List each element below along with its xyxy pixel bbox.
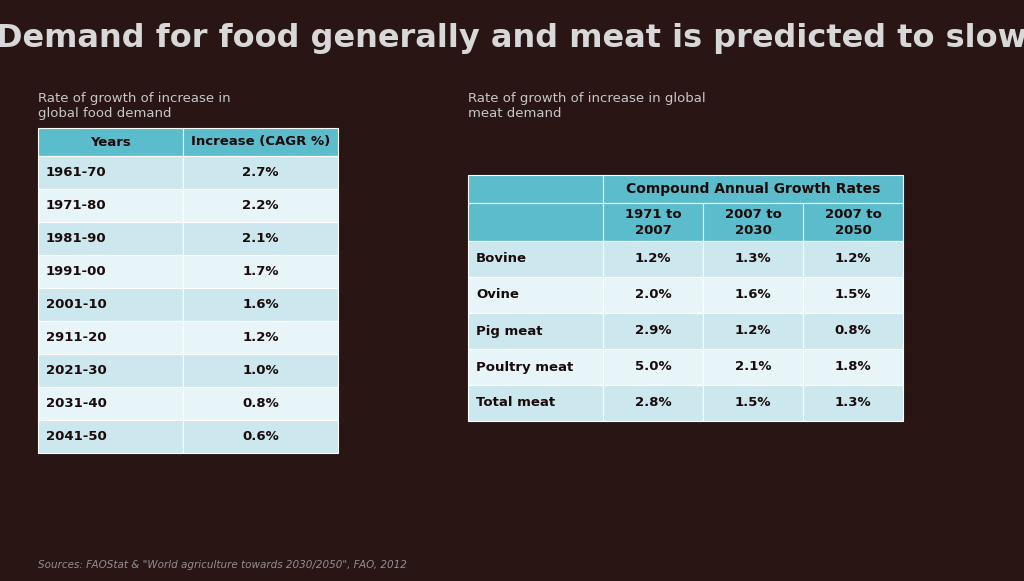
Text: 2.8%: 2.8% (635, 396, 672, 410)
Bar (603, 349, 703, 385)
Text: 1971-80: 1971-80 (46, 199, 106, 212)
Text: 2007 to
2050: 2007 to 2050 (824, 207, 882, 236)
Text: Pig meat: Pig meat (476, 325, 543, 338)
Bar (183, 128, 338, 156)
Text: 2031-40: 2031-40 (46, 397, 106, 410)
Bar (183, 387, 338, 420)
Bar (703, 241, 803, 277)
Text: 0.6%: 0.6% (242, 430, 279, 443)
Text: Rate of growth of increase in
global food demand: Rate of growth of increase in global foo… (38, 92, 230, 120)
Bar (468, 203, 603, 241)
Bar (468, 277, 603, 313)
Text: 2.1%: 2.1% (243, 232, 279, 245)
Bar (38, 128, 183, 156)
Bar (183, 420, 338, 453)
Bar (38, 255, 183, 288)
Text: Demand for food generally and meat is predicted to slow: Demand for food generally and meat is pr… (0, 23, 1024, 53)
Bar (703, 349, 803, 385)
Bar (468, 175, 603, 203)
Text: 1.3%: 1.3% (835, 396, 871, 410)
Text: Compound Annual Growth Rates: Compound Annual Growth Rates (626, 182, 881, 196)
Text: 1.5%: 1.5% (835, 289, 871, 302)
Text: 2001-10: 2001-10 (46, 298, 106, 311)
Text: Increase (CAGR %): Increase (CAGR %) (190, 135, 330, 149)
Text: 0.8%: 0.8% (835, 325, 871, 338)
Text: 1.8%: 1.8% (835, 360, 871, 374)
Bar (703, 203, 803, 241)
Text: 2.1%: 2.1% (735, 360, 771, 374)
Bar (468, 313, 603, 349)
Bar (803, 277, 903, 313)
Bar (183, 255, 338, 288)
Bar (38, 288, 183, 321)
Text: 1.3%: 1.3% (734, 253, 771, 266)
Bar (183, 156, 338, 189)
Bar (603, 313, 703, 349)
Bar (183, 222, 338, 255)
Bar (38, 156, 183, 189)
Bar (38, 222, 183, 255)
Text: Poultry meat: Poultry meat (476, 360, 573, 374)
Text: 1961-70: 1961-70 (46, 166, 106, 179)
Text: 1991-00: 1991-00 (46, 265, 106, 278)
Text: 1.5%: 1.5% (735, 396, 771, 410)
Bar (803, 385, 903, 421)
Text: 1.6%: 1.6% (734, 289, 771, 302)
Text: 2007 to
2030: 2007 to 2030 (725, 207, 781, 236)
Bar (183, 288, 338, 321)
Bar (38, 354, 183, 387)
Bar (703, 385, 803, 421)
Text: 1971 to
2007: 1971 to 2007 (625, 207, 681, 236)
Text: 1.6%: 1.6% (243, 298, 279, 311)
Bar (468, 385, 603, 421)
Text: 1.2%: 1.2% (635, 253, 672, 266)
Bar (183, 321, 338, 354)
Bar (803, 313, 903, 349)
Text: 2.7%: 2.7% (243, 166, 279, 179)
Text: Ovine: Ovine (476, 289, 519, 302)
Text: Total meat: Total meat (476, 396, 555, 410)
Text: 2.0%: 2.0% (635, 289, 672, 302)
Bar (803, 241, 903, 277)
Text: Years: Years (90, 135, 131, 149)
Text: 1981-90: 1981-90 (46, 232, 106, 245)
Text: 0.8%: 0.8% (242, 397, 279, 410)
Bar (603, 175, 903, 203)
Bar (38, 321, 183, 354)
Text: 1.2%: 1.2% (735, 325, 771, 338)
Bar (38, 420, 183, 453)
Bar (38, 387, 183, 420)
Text: 2041-50: 2041-50 (46, 430, 106, 443)
Bar (603, 203, 703, 241)
Text: 2.2%: 2.2% (243, 199, 279, 212)
Bar (183, 189, 338, 222)
Text: 1.7%: 1.7% (243, 265, 279, 278)
Bar (803, 203, 903, 241)
Bar (803, 349, 903, 385)
Text: Rate of growth of increase in global
meat demand: Rate of growth of increase in global mea… (468, 92, 706, 120)
Bar (603, 241, 703, 277)
Bar (468, 241, 603, 277)
Text: 2911-20: 2911-20 (46, 331, 106, 344)
Bar (468, 349, 603, 385)
Bar (603, 277, 703, 313)
Text: Sources: FAOStat & "World agriculture towards 2030/2050", FAO, 2012: Sources: FAOStat & "World agriculture to… (38, 560, 407, 570)
Bar (603, 385, 703, 421)
Text: 1.0%: 1.0% (243, 364, 279, 377)
Text: 5.0%: 5.0% (635, 360, 672, 374)
Text: 2021-30: 2021-30 (46, 364, 106, 377)
Text: 1.2%: 1.2% (835, 253, 871, 266)
Bar (703, 277, 803, 313)
Bar (703, 313, 803, 349)
Bar (38, 189, 183, 222)
Bar (183, 354, 338, 387)
Text: Bovine: Bovine (476, 253, 527, 266)
Text: 2.9%: 2.9% (635, 325, 672, 338)
Text: 1.2%: 1.2% (243, 331, 279, 344)
